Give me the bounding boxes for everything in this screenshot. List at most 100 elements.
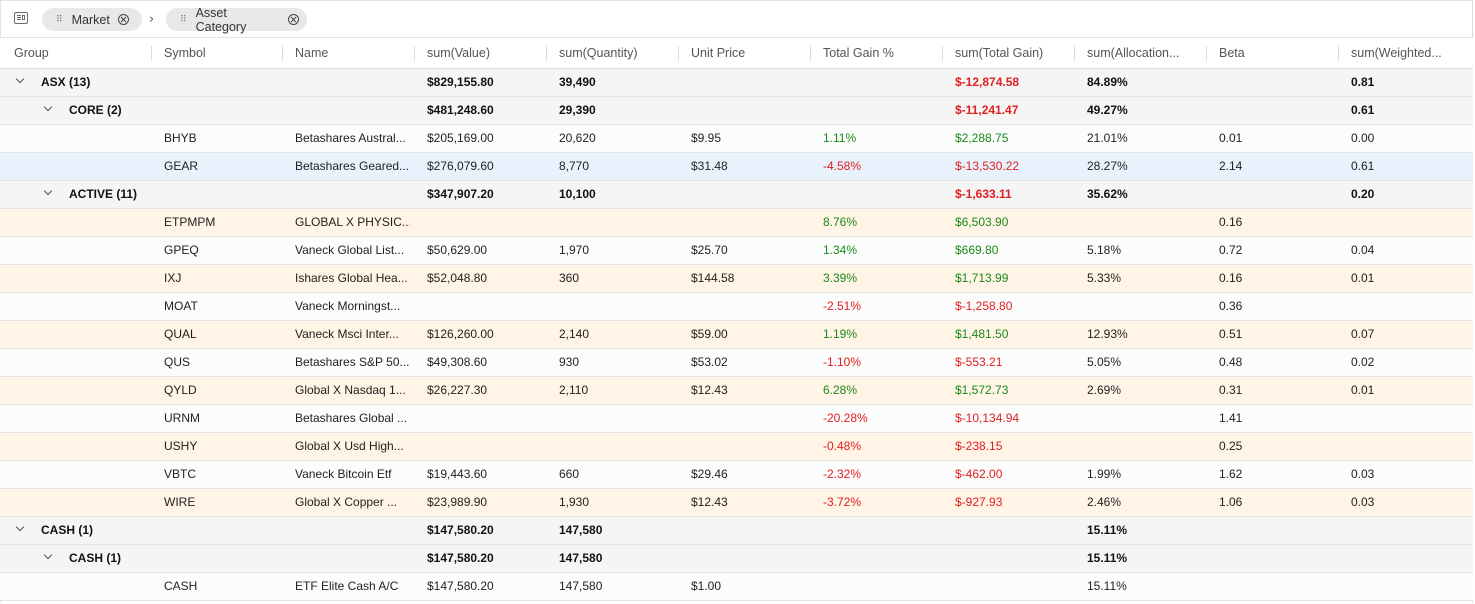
cell-symbol[interactable]: GEAR <box>164 159 199 173</box>
column-header-total-gain[interactable]: sum(Total Gain) <box>955 46 1044 60</box>
group-row[interactable]: ACTIVE (11) $347,907.20 10,100 $-1,633.11 35… <box>0 181 1473 209</box>
cell-weighted[interactable]: 0.07 <box>1351 327 1375 341</box>
cell-total-gain[interactable]: $-11,241.47 <box>955 103 1019 117</box>
cell-allocation[interactable]: 15.11% <box>1087 551 1128 565</box>
column-header-weighted[interactable]: sum(Weighted... <box>1351 46 1442 60</box>
cell-total-gain[interactable]: $-10,134.94 <box>955 411 1020 425</box>
cell-gain-pct[interactable]: 6.28% <box>823 383 858 397</box>
cell-quantity[interactable]: 10,100 <box>559 187 596 201</box>
cell-total-gain[interactable]: $1,481.50 <box>955 327 1009 341</box>
cell-beta[interactable]: 0.25 <box>1219 439 1243 453</box>
cell-beta[interactable]: 1.41 <box>1219 411 1243 425</box>
cell-value[interactable]: $50,629.00 <box>427 243 488 257</box>
cell-weighted[interactable]: 0.01 <box>1351 271 1375 285</box>
column-header-value[interactable]: sum(Value) <box>427 46 490 60</box>
cell-weighted[interactable]: 0.03 <box>1351 495 1375 509</box>
cell-symbol[interactable]: QYLD <box>164 383 197 397</box>
cell-value[interactable]: $26,227.30 <box>427 383 488 397</box>
column-header-group[interactable]: Group <box>14 46 49 60</box>
cell-quantity[interactable]: 660 <box>559 467 580 481</box>
cell-weighted[interactable]: 0.01 <box>1351 383 1375 397</box>
cell-name[interactable]: GLOBAL X PHYSIC... <box>295 215 410 229</box>
cell-name[interactable]: Betashares Austral... <box>295 131 406 145</box>
cell-gain-pct[interactable]: -2.51% <box>823 299 862 313</box>
cell-value[interactable]: $147,580.20 <box>427 579 494 593</box>
cell-total-gain[interactable]: $-238.15 <box>955 439 1003 453</box>
cell-gain-pct[interactable]: -2.32% <box>823 467 862 481</box>
cell-allocation[interactable]: 1.99% <box>1087 467 1122 481</box>
cell-total-gain[interactable]: $-12,874.58 <box>955 75 1020 89</box>
column-resize-handle[interactable] <box>1338 46 1339 61</box>
cell-value[interactable]: $276,079.60 <box>427 159 494 173</box>
column-resize-handle[interactable] <box>1074 46 1075 61</box>
cell-beta[interactable]: 0.51 <box>1219 327 1243 341</box>
group-chip-asset-category[interactable]: ⠿ Asset Category <box>166 6 307 34</box>
cell-weighted[interactable]: 0.61 <box>1351 103 1375 117</box>
cell-beta[interactable]: 0.31 <box>1219 383 1243 397</box>
cell-unit-price[interactable]: $31.48 <box>691 159 728 173</box>
cell-name[interactable]: ETF Elite Cash A/C <box>295 579 399 593</box>
cell-weighted[interactable]: 0.04 <box>1351 243 1375 257</box>
cell-symbol[interactable]: ETPMPM <box>164 215 216 229</box>
column-resize-handle[interactable] <box>546 46 547 61</box>
cell-allocation[interactable]: 5.33% <box>1087 271 1122 285</box>
cell-value[interactable]: $481,248.60 <box>427 103 494 117</box>
column-header-symbol[interactable]: Symbol <box>164 46 206 60</box>
column-header-unit-price[interactable]: Unit Price <box>691 46 746 60</box>
cell-unit-price[interactable]: $144.58 <box>691 271 735 285</box>
table-row[interactable]: WIRE Global X Copper ... $23,989.90 1,930 $1… <box>0 489 1473 517</box>
cell-value[interactable]: $49,308.60 <box>427 355 488 369</box>
cell-unit-price[interactable]: $59.00 <box>691 327 728 341</box>
cell-quantity[interactable]: 147,580 <box>559 551 603 565</box>
cell-value[interactable]: $23,989.90 <box>427 495 488 509</box>
cell-weighted[interactable]: 0.20 <box>1351 187 1375 201</box>
cell-gain-pct[interactable]: -4.58% <box>823 159 862 173</box>
column-resize-handle[interactable] <box>678 46 679 61</box>
column-resize-handle[interactable] <box>942 46 943 61</box>
column-header-beta[interactable]: Beta <box>1219 46 1245 60</box>
cell-value[interactable]: $829,155.80 <box>427 75 494 89</box>
cell-unit-price[interactable]: $25.70 <box>691 243 728 257</box>
table-row[interactable]: VBTC Vaneck Bitcoin Etf $19,443.60 660 $29.4… <box>0 461 1473 489</box>
cell-name[interactable]: Betashares Global ... <box>295 411 408 425</box>
cell-quantity[interactable]: 8,770 <box>559 159 590 173</box>
cell-symbol[interactable]: GPEQ <box>164 243 199 257</box>
cell-weighted[interactable]: 0.02 <box>1351 355 1375 369</box>
group-row[interactable]: CORE (2) $481,248.60 29,390 $-11,241.47 49.2… <box>0 97 1473 125</box>
cell-beta[interactable]: 2.14 <box>1219 159 1243 173</box>
cell-quantity[interactable]: 147,580 <box>559 579 603 593</box>
cell-total-gain[interactable]: $2,288.75 <box>955 131 1009 145</box>
column-resize-handle[interactable] <box>414 46 415 61</box>
cell-quantity[interactable]: 20,620 <box>559 131 596 145</box>
cell-value[interactable]: $126,260.00 <box>427 327 494 341</box>
table-row[interactable]: QYLD Global X Nasdaq 1... $26,227.30 2,110 $… <box>0 377 1473 405</box>
cell-symbol[interactable]: URNM <box>164 411 200 425</box>
cell-unit-price[interactable]: $1.00 <box>691 579 722 593</box>
column-header-quantity[interactable]: sum(Quantity) <box>559 46 638 60</box>
chevron-down-icon[interactable] <box>16 524 24 532</box>
cell-gain-pct[interactable]: 1.34% <box>823 243 858 257</box>
cell-beta[interactable]: 0.36 <box>1219 299 1243 313</box>
cell-total-gain[interactable]: $-927.93 <box>955 495 1003 509</box>
cell-total-gain[interactable]: $-553.21 <box>955 355 1003 369</box>
cell-beta[interactable]: 0.01 <box>1219 131 1243 145</box>
cell-total-gain[interactable]: $669.80 <box>955 243 999 257</box>
cell-gain-pct[interactable]: 8.76% <box>823 215 858 229</box>
cell-weighted[interactable]: 0.03 <box>1351 467 1375 481</box>
cell-symbol[interactable]: CASH <box>164 579 198 593</box>
cell-beta[interactable]: 1.06 <box>1219 495 1243 509</box>
cell-name[interactable]: Vaneck Msci Inter... <box>295 327 399 341</box>
cell-symbol[interactable]: USHY <box>164 439 198 453</box>
cell-value[interactable]: $19,443.60 <box>427 467 488 481</box>
cell-name[interactable]: Vaneck Bitcoin Etf <box>295 467 392 481</box>
cell-beta[interactable]: 0.16 <box>1219 215 1243 229</box>
cell-value[interactable]: $147,580.20 <box>427 551 494 565</box>
cell-total-gain[interactable]: $-462.00 <box>955 467 1003 481</box>
group-chip-market[interactable]: ⠿ Market <box>42 8 142 31</box>
cell-allocation[interactable]: 5.18% <box>1087 243 1122 257</box>
cell-total-gain[interactable]: $-1,258.80 <box>955 299 1013 313</box>
table-row[interactable]: IXJ Ishares Global Hea... $52,048.80 360 $14… <box>0 265 1473 293</box>
cell-name[interactable]: Betashares S&P 50... <box>295 355 410 369</box>
cell-total-gain[interactable]: $1,713.99 <box>955 271 1009 285</box>
cell-allocation[interactable]: 28.27% <box>1087 159 1128 173</box>
